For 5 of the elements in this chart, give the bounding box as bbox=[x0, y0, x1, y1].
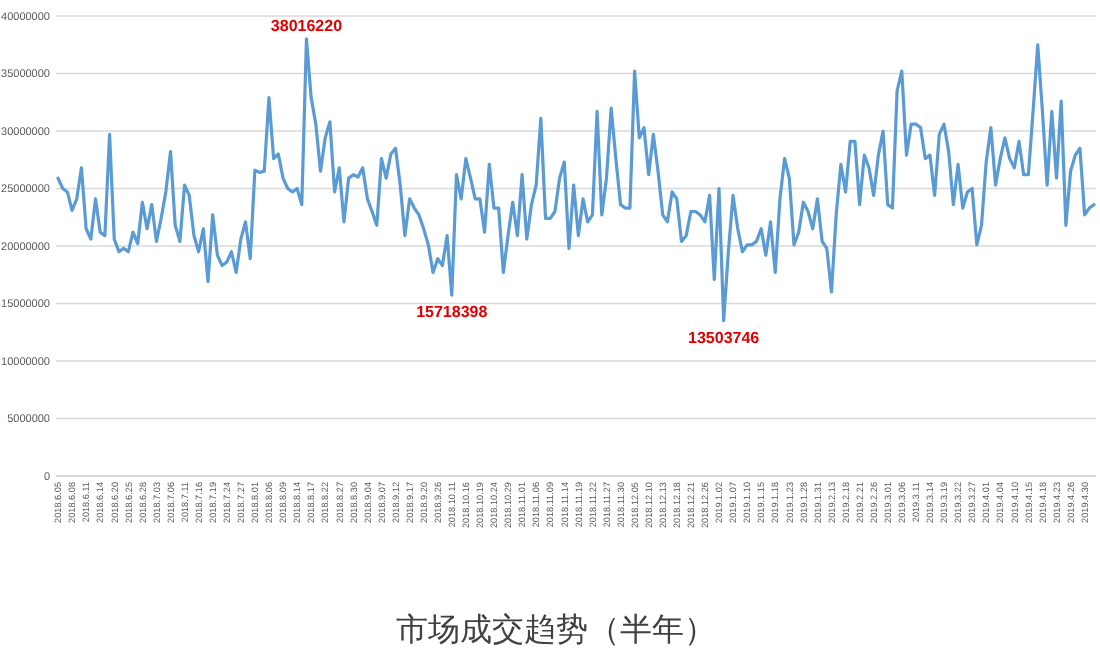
annotation: 38016220 bbox=[270, 16, 344, 35]
line-series bbox=[56, 37, 1096, 323]
text: 市场成交趋势（半年） bbox=[396, 612, 716, 648]
annotation: 13503746 bbox=[688, 328, 761, 347]
annotation: 15718398 bbox=[416, 303, 489, 322]
